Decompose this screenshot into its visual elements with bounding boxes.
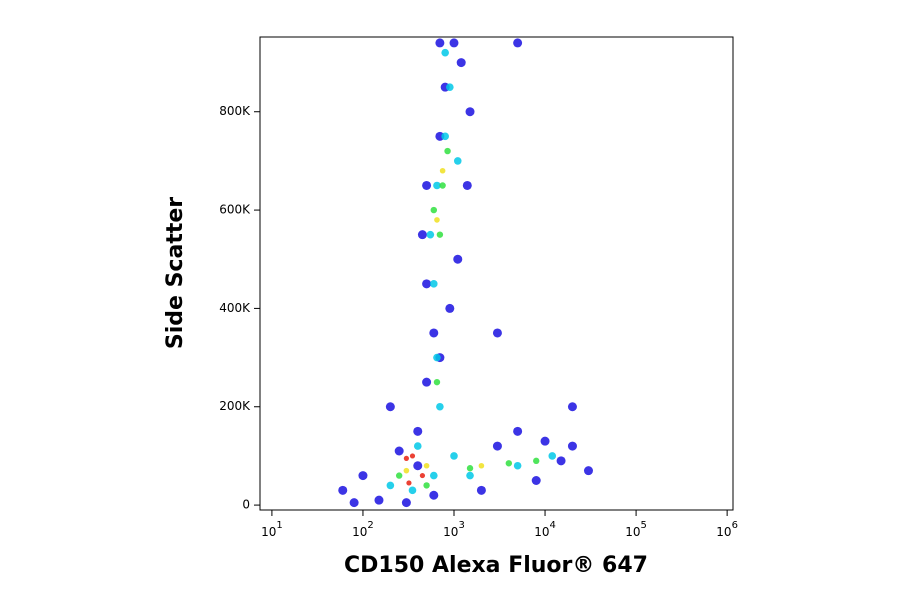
data-point — [435, 38, 445, 48]
tick-base: 10 — [534, 525, 549, 539]
tick-exponent: 3 — [458, 520, 464, 531]
plot-frame — [259, 36, 734, 511]
tick-base: 10 — [261, 525, 276, 539]
data-point — [429, 280, 438, 288]
y-tick-label: 600K — [219, 203, 251, 217]
data-point — [466, 465, 474, 472]
data-point — [429, 490, 439, 500]
data-point — [426, 230, 435, 239]
data-point — [419, 472, 426, 479]
x-tick-label: 106 — [716, 520, 738, 539]
x-tick-label: 104 — [534, 520, 556, 539]
data-point — [338, 485, 348, 495]
data-point — [492, 328, 502, 338]
data-point — [434, 217, 440, 223]
data-point — [439, 167, 446, 174]
data-point — [358, 471, 368, 481]
tick-base: 10 — [352, 525, 367, 539]
data-point — [394, 446, 404, 456]
data-point — [439, 182, 446, 189]
data-point — [433, 181, 441, 190]
data-point — [413, 426, 423, 436]
data-point — [374, 495, 384, 505]
data-point — [401, 498, 411, 508]
data-point — [409, 453, 416, 459]
data-point — [436, 402, 444, 411]
y-tick-label: 800K — [219, 104, 251, 118]
x-tick-label: 102 — [352, 520, 374, 539]
tick-exponent: 5 — [641, 520, 647, 531]
y-tick-label: 0 — [242, 498, 250, 512]
data-point — [462, 180, 472, 190]
data-point — [513, 38, 523, 48]
data-point — [533, 457, 540, 465]
data-point — [422, 180, 432, 190]
data-point — [540, 436, 550, 446]
data-point — [403, 455, 409, 461]
data-point — [445, 303, 455, 313]
data-point — [406, 480, 412, 486]
y-axis-title: Side Scatter — [163, 197, 188, 349]
x-tick-label: 101 — [261, 520, 283, 539]
data-point — [466, 471, 474, 480]
data-point — [433, 378, 441, 386]
data-point — [422, 377, 432, 387]
data-point — [441, 132, 449, 141]
data-point — [505, 460, 513, 467]
tick-exponent: 4 — [549, 520, 555, 531]
data-point — [478, 462, 485, 469]
data-point — [386, 481, 395, 490]
tick-base: 10 — [716, 525, 731, 539]
data-point — [446, 83, 454, 91]
data-point — [429, 471, 438, 480]
data-point — [513, 461, 522, 470]
data-point — [556, 456, 566, 466]
x-tick-label: 105 — [625, 520, 647, 539]
data-point — [423, 462, 430, 469]
data-point — [422, 279, 432, 289]
data-point — [433, 353, 441, 362]
data-point — [567, 402, 577, 412]
data-point — [456, 58, 466, 68]
data-point — [413, 442, 422, 450]
data-point — [444, 147, 451, 155]
data-point — [492, 441, 502, 451]
data-point — [423, 482, 430, 489]
data-point — [441, 48, 449, 57]
data-point — [476, 485, 486, 495]
x-tick-label: 103 — [443, 520, 465, 539]
tick-exponent: 2 — [367, 520, 373, 531]
tick-exponent: 1 — [276, 520, 282, 531]
data-point — [583, 466, 593, 476]
data-point — [349, 498, 359, 508]
tick-exponent: 6 — [732, 520, 738, 531]
tick-base: 10 — [443, 525, 458, 539]
data-point — [413, 461, 423, 471]
data-point — [403, 467, 410, 474]
data-point — [449, 38, 459, 48]
data-point — [453, 254, 463, 264]
data-point — [385, 402, 395, 412]
data-point — [513, 426, 523, 436]
data-point — [567, 441, 577, 451]
data-point — [453, 157, 462, 165]
x-axis-title: CD150 Alexa Fluor® 647 — [344, 553, 648, 578]
tick-base: 10 — [625, 525, 640, 539]
data-point — [408, 486, 417, 495]
data-point — [531, 475, 541, 485]
y-tick-label: 400K — [219, 301, 251, 315]
data-point — [429, 328, 439, 338]
data-point — [548, 452, 557, 460]
data-point — [395, 472, 403, 479]
data-point — [465, 107, 475, 117]
data-point — [450, 452, 458, 460]
data-point — [417, 230, 427, 240]
data-point — [430, 206, 437, 214]
data-point — [436, 231, 444, 238]
y-tick-label: 200K — [219, 399, 251, 413]
